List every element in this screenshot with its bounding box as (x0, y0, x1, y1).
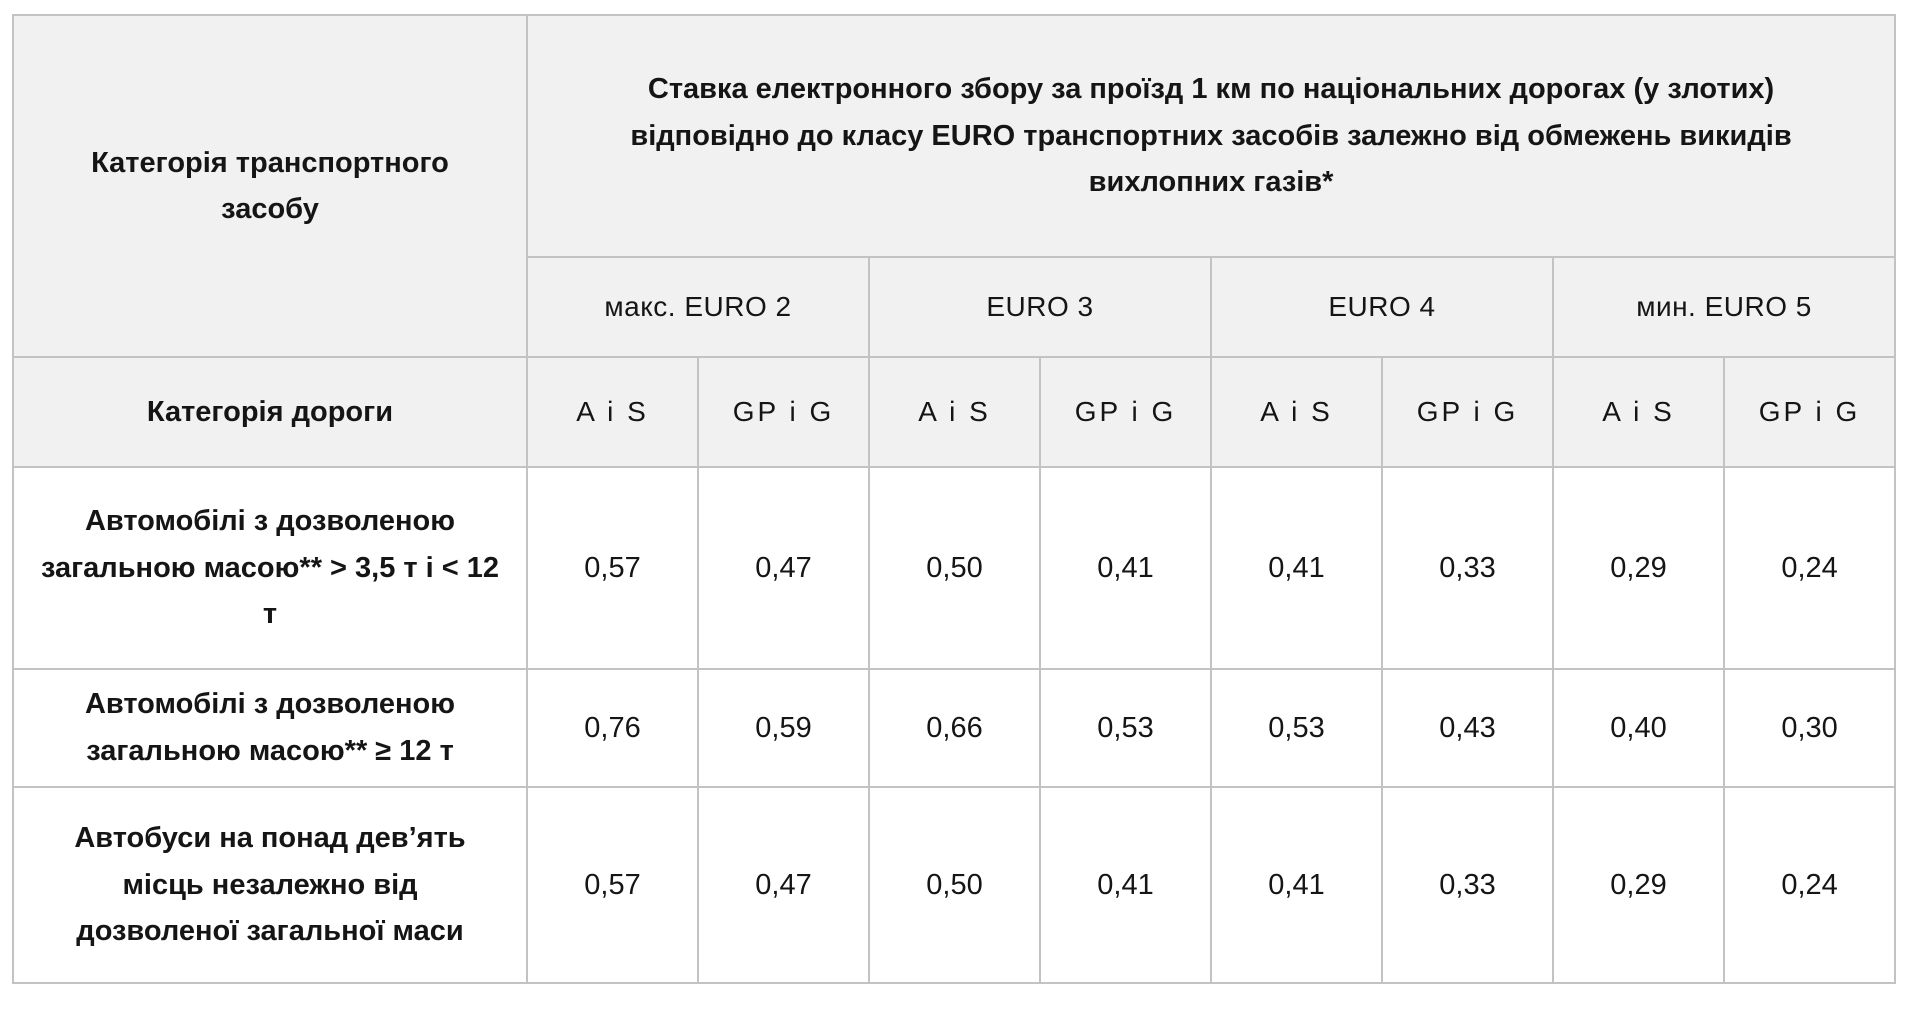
toll-rates-table: Категорія транспортного засобу Ставка ел… (12, 14, 1897, 984)
road-type-a-s-euro5: A і S (1552, 356, 1725, 468)
rate-value: 0,41 (1039, 786, 1212, 984)
vehicle-category-header: Категорія транспортного засобу (12, 14, 528, 358)
rate-value: 0,50 (868, 466, 1041, 670)
rate-value: 0,41 (1210, 786, 1383, 984)
table-row-trucks-over-12t: Автомобілі з дозволеною загальною масою*… (12, 668, 1897, 788)
main-header: Ставка електронного збору за проїзд 1 км… (525, 14, 1897, 258)
row-label-trucks-over-12t: Автомобілі з дозволеною загальною масою*… (12, 668, 528, 788)
rate-value: 0,76 (526, 668, 699, 788)
rate-value: 0,41 (1210, 466, 1383, 670)
rate-value: 0,57 (526, 466, 699, 670)
road-type-gp-g-euro4: GP і G (1381, 356, 1554, 468)
header-row-main: Категорія транспортного засобу Ставка ел… (12, 14, 1897, 358)
rate-value: 0,59 (697, 668, 870, 788)
euro-class-euro-4: EURO 4 (1210, 256, 1554, 358)
rate-value: 0,24 (1722, 786, 1897, 984)
row-label-buses: Автобуси на понад дев’ять місць незалежн… (12, 786, 528, 984)
rate-value: 0,50 (868, 786, 1041, 984)
road-type-gp-g-euro3: GP і G (1039, 356, 1212, 468)
rate-value: 0,53 (1039, 668, 1212, 788)
euro-class-max-euro-2: макс. EURO 2 (526, 256, 870, 358)
euro-class-min-euro-5: мин. EURO 5 (1551, 256, 1897, 358)
rate-value: 0,24 (1722, 466, 1897, 670)
rate-value: 0,66 (868, 668, 1041, 788)
rate-value: 0,53 (1210, 668, 1383, 788)
road-type-row: Категорія дороги A і S GP і G A і S GP і… (12, 356, 1897, 468)
rate-value: 0,40 (1552, 668, 1725, 788)
road-type-a-s-euro3: A і S (868, 356, 1041, 468)
euro-class-euro-3: EURO 3 (868, 256, 1212, 358)
road-type-gp-g-euro5: GP і G (1722, 356, 1897, 468)
table-row-trucks-3-5-to-12t: Автомобілі з дозволеною загальною масою*… (12, 466, 1897, 670)
rate-value: 0,47 (697, 466, 870, 670)
road-type-a-s-euro4: A і S (1210, 356, 1383, 468)
euro-class-row: макс. EURO 2 EURO 3 EURO 4 мин. EURO 5 (13, 256, 1897, 358)
road-type-a-s-euro2: A і S (526, 356, 699, 468)
table-row-buses: Автобуси на понад дев’ять місць незалежн… (12, 786, 1897, 984)
rate-value: 0,29 (1552, 466, 1725, 670)
rate-value: 0,57 (526, 786, 699, 984)
rate-value: 0,47 (697, 786, 870, 984)
rate-value: 0,43 (1381, 668, 1554, 788)
rate-value: 0,29 (1552, 786, 1725, 984)
row-label-trucks-3-5-to-12t: Автомобілі з дозволеною загальною масою*… (12, 466, 528, 670)
rate-value: 0,30 (1722, 668, 1897, 788)
road-category-header: Категорія дороги (12, 356, 528, 468)
rate-value: 0,33 (1381, 786, 1554, 984)
rate-value: 0,33 (1381, 466, 1554, 670)
rate-value: 0,41 (1039, 466, 1212, 670)
road-type-gp-g-euro2: GP і G (697, 356, 870, 468)
